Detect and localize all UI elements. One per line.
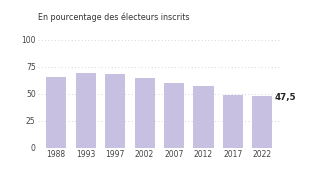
Bar — [194, 86, 213, 148]
Bar — [76, 73, 96, 148]
Bar — [105, 74, 125, 148]
Bar — [164, 83, 184, 148]
Text: En pourcentage des électeurs inscrits: En pourcentage des électeurs inscrits — [38, 12, 190, 22]
Bar — [223, 95, 243, 148]
Bar — [134, 78, 155, 148]
Bar — [252, 96, 272, 148]
Text: 47,5: 47,5 — [275, 93, 296, 102]
Bar — [46, 77, 66, 148]
